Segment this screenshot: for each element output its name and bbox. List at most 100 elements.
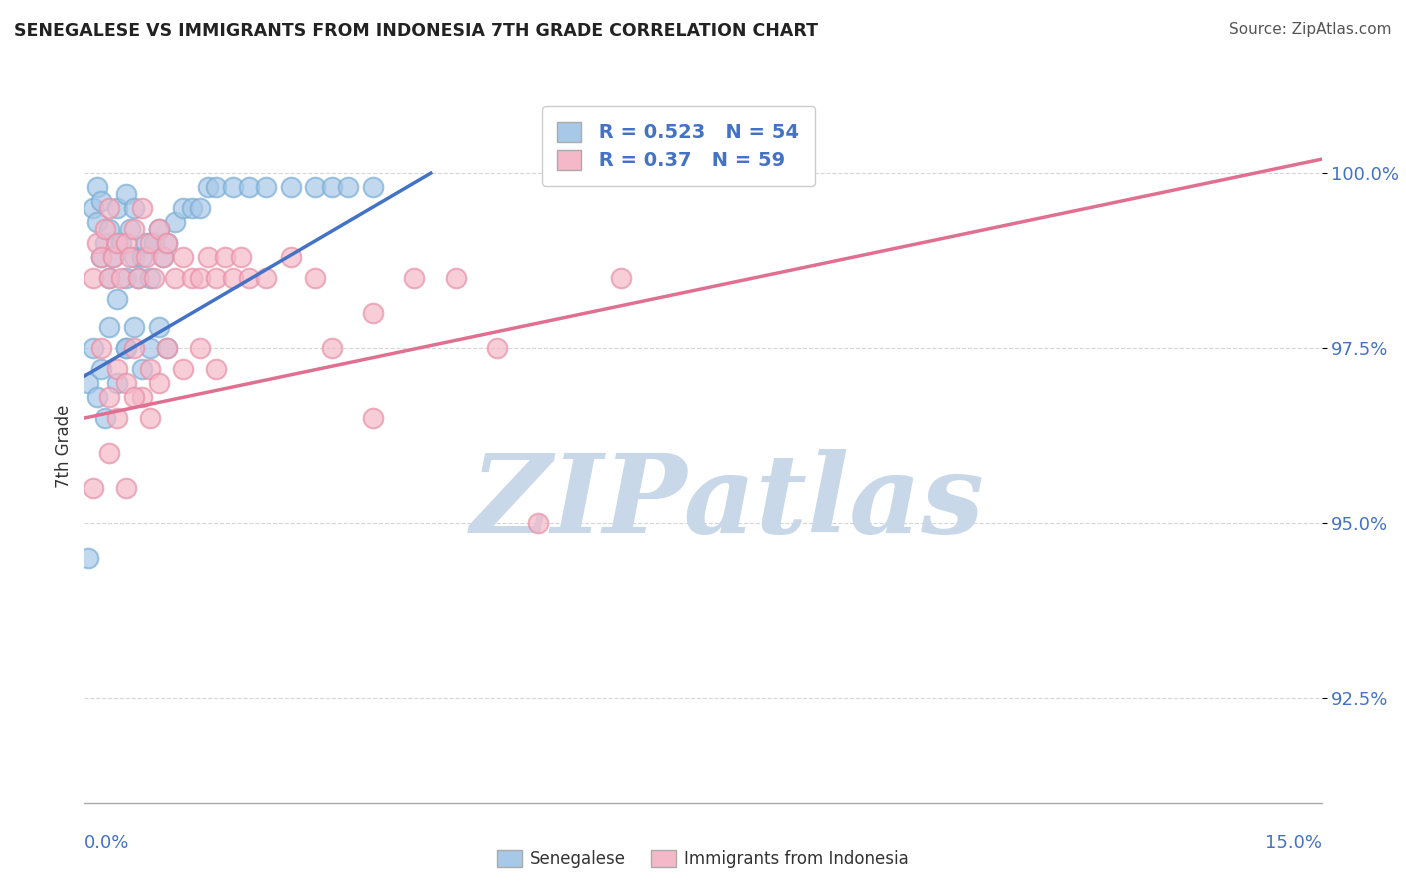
Point [110, 271, 132, 285]
Point [103, 250, 125, 264]
Point [188, 201, 211, 215]
Point [172, 201, 194, 215]
Text: ZIPatlas: ZIPatlas [471, 450, 984, 557]
Point [103, 250, 125, 264]
Point [90, 362, 112, 376]
Point [254, 180, 277, 194]
Point [156, 341, 179, 355]
Point [110, 236, 132, 251]
Point [98, 320, 121, 334]
Point [485, 341, 508, 355]
Point [122, 390, 145, 404]
Point [131, 362, 153, 376]
Point [131, 390, 153, 404]
Point [188, 271, 211, 285]
Point [148, 222, 170, 236]
Point [222, 180, 245, 194]
Point [114, 341, 136, 355]
Text: Source: ZipAtlas.com: Source: ZipAtlas.com [1229, 22, 1392, 37]
Point [148, 222, 170, 236]
Point [86, 236, 108, 251]
Point [114, 236, 136, 251]
Point [82, 481, 104, 495]
Point [127, 271, 149, 285]
Point [98, 201, 121, 215]
Point [82, 341, 104, 355]
Point [90, 250, 112, 264]
Point [222, 271, 245, 285]
Point [205, 271, 228, 285]
Point [139, 271, 162, 285]
Point [86, 180, 108, 194]
Text: SENEGALESE VS IMMIGRANTS FROM INDONESIA 7TH GRADE CORRELATION CHART: SENEGALESE VS IMMIGRANTS FROM INDONESIA … [14, 22, 818, 40]
Point [105, 362, 128, 376]
Point [238, 180, 260, 194]
Point [135, 236, 157, 251]
Point [304, 271, 326, 285]
Point [214, 250, 236, 264]
Legend: Senegalese, Immigrants from Indonesia: Senegalese, Immigrants from Indonesia [491, 843, 915, 875]
Point [98, 271, 121, 285]
Point [98, 390, 121, 404]
Point [122, 222, 145, 236]
Point [304, 180, 326, 194]
Point [172, 250, 194, 264]
Point [188, 341, 211, 355]
Point [90, 250, 112, 264]
Point [444, 271, 467, 285]
Point [165, 215, 187, 229]
Point [337, 180, 360, 194]
Point [98, 446, 121, 460]
Point [180, 201, 202, 215]
Point [238, 271, 260, 285]
Point [165, 271, 187, 285]
Point [148, 320, 170, 334]
Point [609, 271, 631, 285]
Point [105, 411, 128, 425]
Point [94, 236, 117, 251]
Point [152, 250, 174, 264]
Point [139, 341, 162, 355]
Point [94, 411, 117, 425]
Y-axis label: 7th Grade: 7th Grade [55, 404, 73, 488]
Point [143, 236, 166, 251]
Text: 15.0%: 15.0% [1264, 834, 1322, 852]
Point [114, 481, 136, 495]
Point [321, 180, 343, 194]
Point [105, 292, 128, 306]
Point [118, 250, 141, 264]
Point [131, 250, 153, 264]
Point [86, 215, 108, 229]
Point [94, 222, 117, 236]
Text: 0.0%: 0.0% [84, 834, 129, 852]
Point [131, 201, 153, 215]
Point [114, 376, 136, 390]
Point [148, 376, 170, 390]
Point [361, 411, 384, 425]
Point [180, 271, 202, 285]
Point [98, 271, 121, 285]
Point [114, 271, 136, 285]
Point [156, 236, 179, 251]
Point [139, 411, 162, 425]
Point [122, 341, 145, 355]
Point [86, 390, 108, 404]
Point [77, 376, 100, 390]
Point [105, 201, 128, 215]
Point [321, 341, 343, 355]
Point [135, 250, 157, 264]
Point [90, 341, 112, 355]
Point [143, 271, 166, 285]
Point [527, 516, 550, 530]
Point [205, 362, 228, 376]
Point [90, 194, 112, 208]
Legend:  R = 0.523   N = 54,  R = 0.37   N = 59: R = 0.523 N = 54, R = 0.37 N = 59 [541, 106, 815, 186]
Point [156, 236, 179, 251]
Point [229, 250, 252, 264]
Point [114, 341, 136, 355]
Point [105, 376, 128, 390]
Point [127, 271, 149, 285]
Point [404, 271, 426, 285]
Point [114, 187, 136, 202]
Point [254, 271, 277, 285]
